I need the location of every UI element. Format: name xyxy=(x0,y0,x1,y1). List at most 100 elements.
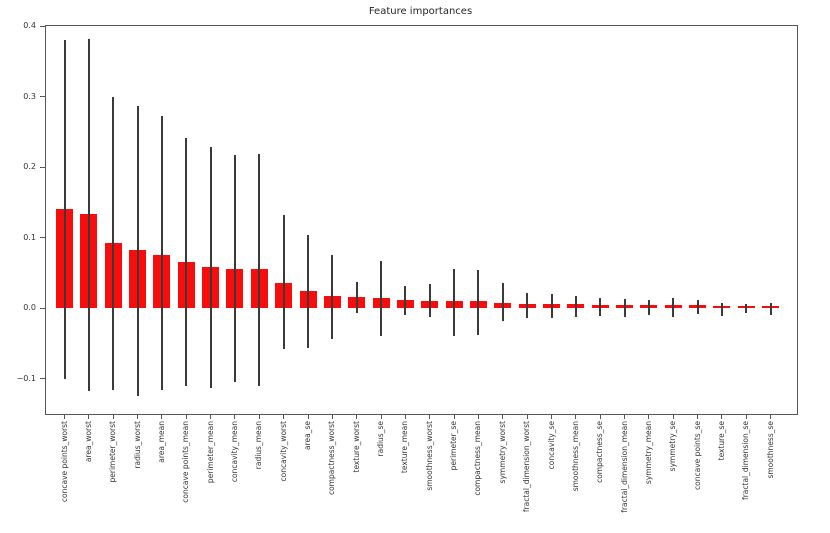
error-bar xyxy=(623,299,626,317)
error-bar xyxy=(331,254,334,340)
y-tick-label: 0.2 xyxy=(23,162,36,172)
error-bar xyxy=(282,215,285,350)
error-bar xyxy=(63,40,66,379)
error-bar xyxy=(209,147,212,388)
x-tick xyxy=(648,415,650,419)
error-bar xyxy=(258,154,261,387)
x-tick-label: area_se xyxy=(303,421,312,450)
y-tick-label: 0.0 xyxy=(23,303,36,313)
y-tick-label: 0.3 xyxy=(23,91,36,101)
x-tick-label: radius_worst xyxy=(132,421,142,469)
x-tick-label: area_worst xyxy=(83,421,93,463)
x-tick xyxy=(575,415,577,419)
plot-area: concave points_worst area_worst perimeter_… xyxy=(17,21,798,513)
y-tick xyxy=(40,237,45,239)
x-tick-label: smoothness_mean xyxy=(570,421,580,492)
y-tick xyxy=(40,166,45,168)
y-tick-label: 0.1 xyxy=(23,232,36,242)
x-tick xyxy=(502,415,504,419)
x-tick xyxy=(112,415,114,419)
y-tick-label: −0.1 xyxy=(16,373,36,383)
x-tick-label: smoothness_se xyxy=(765,421,775,479)
x-tick xyxy=(404,415,406,419)
x-tick-label: perimeter_se xyxy=(449,421,459,471)
error-bar xyxy=(550,294,553,319)
error-bar xyxy=(720,302,723,316)
error-bar xyxy=(185,138,188,386)
x-tick xyxy=(745,415,747,419)
error-bar xyxy=(574,296,577,318)
error-bar xyxy=(501,283,504,321)
error-bar xyxy=(428,284,431,317)
x-tick xyxy=(210,415,212,419)
error-bar xyxy=(355,282,358,314)
y-tick xyxy=(40,378,45,380)
x-tick-label: area_mean xyxy=(156,421,166,463)
x-tick xyxy=(429,415,431,419)
error-bar xyxy=(745,303,748,314)
error-bar xyxy=(769,302,772,316)
x-tick xyxy=(526,415,528,419)
x-tick-label: compactness_mean xyxy=(473,421,483,496)
x-tick xyxy=(283,415,285,419)
y-tick xyxy=(40,307,45,309)
error-bar xyxy=(136,106,139,397)
error-bar xyxy=(404,285,407,315)
x-tick xyxy=(477,415,479,419)
x-tick xyxy=(697,415,699,419)
x-tick xyxy=(624,415,626,419)
y-tick xyxy=(40,25,45,27)
x-tick xyxy=(721,415,723,419)
error-bar xyxy=(112,97,115,390)
error-bar xyxy=(672,298,675,318)
x-tick xyxy=(770,415,772,419)
x-tick xyxy=(599,415,601,419)
x-tick xyxy=(307,415,309,419)
x-tick-label: compactness_worst xyxy=(327,421,337,496)
error-bar xyxy=(233,155,236,382)
y-tick-label: 0.4 xyxy=(23,21,36,30)
x-tick-label: fractal_dimension_worst xyxy=(522,421,532,513)
x-tick-label: smoothness_worst xyxy=(424,421,434,491)
x-tick xyxy=(88,415,90,419)
x-tick-label: texture_worst xyxy=(351,421,361,473)
error-bar xyxy=(477,270,480,335)
x-tick xyxy=(137,415,139,419)
x-tick xyxy=(161,415,163,419)
x-tick-label: concavity_mean xyxy=(229,421,239,483)
error-bar xyxy=(87,39,90,391)
x-tick-label: texture_mean xyxy=(400,421,410,474)
y-tick xyxy=(40,96,45,98)
error-bar xyxy=(380,260,383,337)
x-tick-label: concavity_worst xyxy=(278,421,288,482)
x-tick-label: fractal_dimension_se xyxy=(741,421,751,500)
error-bar xyxy=(307,234,309,348)
x-tick-label: radius_se xyxy=(376,421,386,457)
x-tick xyxy=(258,415,260,419)
x-tick-label: concavity_se xyxy=(546,421,556,470)
error-bar xyxy=(599,297,602,316)
x-tick xyxy=(64,415,65,419)
x-tick-label: symmetry_mean xyxy=(643,421,653,485)
chart-title: Feature importances xyxy=(368,6,473,17)
x-tick xyxy=(672,415,674,419)
x-tick-label: perimeter_worst xyxy=(108,421,118,483)
x-tick-label: texture_se xyxy=(716,421,726,461)
error-bar xyxy=(453,268,456,336)
x-tick-label: perimeter_mean xyxy=(205,421,215,484)
error-bar xyxy=(160,116,163,390)
x-tick xyxy=(331,415,333,419)
error-bar xyxy=(696,300,699,314)
x-tick xyxy=(380,415,382,419)
x-tick xyxy=(185,415,187,419)
x-tick-label: concave points_mean xyxy=(181,421,191,503)
x-tick-label: compactness_se xyxy=(595,421,605,483)
error-bar xyxy=(647,299,650,316)
x-tick xyxy=(234,415,236,419)
x-tick-label: radius_mean xyxy=(254,421,264,470)
error-bar xyxy=(526,292,529,319)
x-tick xyxy=(551,415,552,419)
x-tick-label: symmetry_se xyxy=(668,421,678,472)
x-tick-label: fractal_dimension_mean xyxy=(619,421,629,513)
